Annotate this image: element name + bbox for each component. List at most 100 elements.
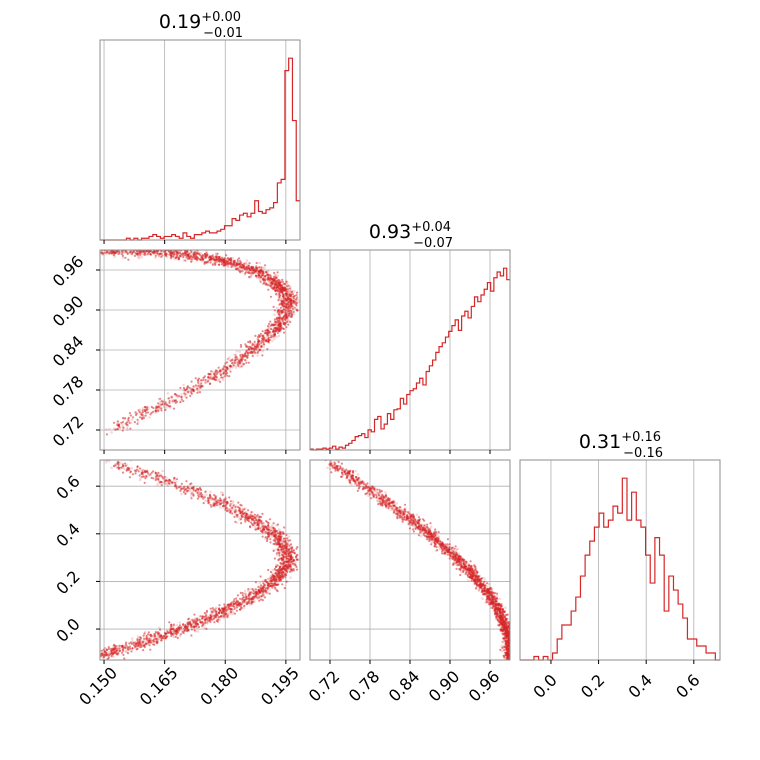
sample-point (282, 549, 285, 552)
sample-point (270, 535, 274, 539)
sample-point (265, 530, 269, 534)
sample-point (276, 523, 279, 526)
sample-point (251, 270, 254, 273)
sample-point (85, 251, 88, 254)
sample-point (227, 364, 230, 368)
sample-point (64, 248, 67, 251)
sample-point (121, 429, 124, 432)
sample-point (170, 623, 173, 626)
sample-point (87, 252, 89, 254)
sample-point (261, 535, 264, 538)
sample-point (244, 354, 247, 357)
panel-frame (519, 459, 721, 661)
sample-point (268, 518, 272, 521)
sample-point (281, 559, 284, 562)
sample-point (196, 492, 199, 495)
sample-point (287, 313, 291, 316)
sample-point (203, 254, 206, 257)
sample-point (194, 629, 197, 633)
sample-point (281, 292, 284, 295)
sample-point (168, 401, 171, 404)
sample-point (122, 426, 125, 429)
sample-point (221, 610, 224, 613)
sample-point (98, 648, 100, 650)
sample-point (118, 461, 122, 465)
sample-point (240, 365, 243, 368)
sample-point (261, 274, 264, 277)
sample-point (264, 586, 267, 589)
sample-point (166, 247, 168, 249)
sample-point (149, 639, 152, 642)
sample-point (141, 468, 144, 472)
sample-point (286, 560, 289, 564)
sample-point (187, 623, 190, 626)
sample-point (260, 334, 264, 338)
sample-point (233, 510, 237, 514)
sample-point (238, 360, 241, 364)
sample-point (207, 372, 210, 376)
sample-point (288, 570, 292, 573)
sample-point (253, 513, 256, 516)
sample-point (229, 511, 232, 514)
sample-point (175, 481, 178, 484)
sample-point (235, 606, 238, 609)
sample-point (294, 564, 297, 567)
sample-point (94, 653, 97, 656)
sample-point (152, 406, 155, 410)
sample-point (247, 270, 250, 273)
sample-point (285, 303, 289, 307)
sample-point (232, 364, 235, 367)
sample-point (87, 255, 89, 257)
sample-point (205, 493, 208, 497)
sample-point (275, 306, 279, 310)
sample-point (79, 657, 81, 659)
sample-point (83, 660, 85, 662)
sample-point (215, 260, 218, 264)
sample-point (120, 466, 123, 469)
sample-point (186, 385, 189, 388)
sample-point (137, 409, 140, 412)
sample-point (240, 361, 244, 365)
sample-point (147, 631, 150, 634)
sample-point (84, 246, 86, 248)
sample-point (228, 356, 231, 359)
sample-point (158, 247, 161, 250)
sample-point (291, 562, 295, 565)
sample-point (221, 258, 224, 261)
sample-point (289, 539, 292, 542)
sample-point (244, 593, 248, 596)
sample-point (137, 242, 139, 244)
sample-point (226, 357, 230, 361)
sample-point (81, 244, 83, 246)
sample-point (287, 554, 290, 557)
sample-point (213, 621, 216, 624)
sample-point (88, 657, 90, 659)
sample-point (256, 351, 259, 354)
sample-point (105, 461, 108, 464)
sample-point (198, 618, 201, 622)
sample-point (90, 655, 92, 657)
sample-point (95, 253, 97, 255)
sample-point (278, 578, 281, 582)
sample-point (93, 655, 95, 657)
sample-point (172, 477, 176, 480)
sample-point (274, 572, 277, 575)
sample-point (224, 373, 227, 376)
sample-point (239, 518, 243, 521)
sample-point (103, 647, 107, 650)
sample-point (94, 250, 96, 252)
sample-point (91, 651, 93, 653)
scatter-panel-3-1 (79, 459, 301, 664)
sample-point (194, 251, 197, 254)
sample-point (255, 270, 258, 273)
sample-point (156, 633, 160, 637)
sample-point (288, 303, 291, 307)
sample-point (101, 245, 103, 247)
sample-point (341, 469, 344, 472)
sample-point (256, 514, 259, 517)
sample-point (182, 486, 185, 490)
sample-point (512, 645, 514, 647)
sample-point (162, 247, 164, 249)
sample-point (178, 254, 181, 258)
sample-point (284, 560, 287, 564)
